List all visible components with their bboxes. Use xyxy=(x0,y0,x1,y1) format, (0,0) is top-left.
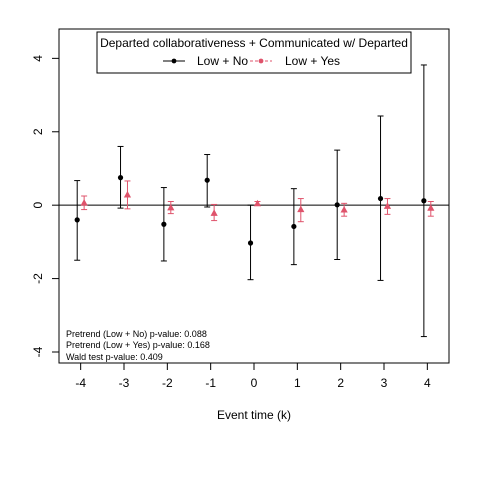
low-yes-point xyxy=(340,205,348,213)
x-tick-label: -3 xyxy=(119,376,130,390)
legend-marker-low-yes xyxy=(258,58,264,64)
low-yes-point xyxy=(80,198,88,206)
legend: Departed collaborativeness + Communicate… xyxy=(96,31,412,74)
legend-label-low-no: Low + No xyxy=(197,54,248,68)
x-tick-label: 1 xyxy=(294,376,301,390)
x-axis: -4 -3 -2 -1 0 1 2 3 4 xyxy=(75,362,431,390)
x-tick-label: -1 xyxy=(205,376,216,390)
low-yes-point xyxy=(383,202,392,209)
annotations: Pretrend (Low + No) p-value: 0.088 Pretr… xyxy=(66,329,210,362)
x-tick-label: -4 xyxy=(75,376,86,390)
low-no-point xyxy=(291,223,297,230)
low-yes-point xyxy=(167,203,175,211)
legend-marker-low-no xyxy=(171,58,177,64)
x-tick-label: 3 xyxy=(381,376,388,390)
legend-title: Departed collaborativeness + Communicate… xyxy=(100,36,408,50)
low-yes-point xyxy=(297,205,305,213)
low-no-point xyxy=(334,202,340,208)
y-tick-label: 0 xyxy=(31,202,45,209)
low-yes-point xyxy=(123,190,132,198)
plot-frame xyxy=(58,28,450,364)
low-no-point xyxy=(247,240,254,246)
y-tick-label: -2 xyxy=(31,273,45,284)
y-tick-label: 4 xyxy=(31,55,45,62)
legend-entries: Low + No Low + Yes xyxy=(163,54,340,68)
y-tick-label: -4 xyxy=(31,346,45,357)
pretrend-low-no-note: Pretrend (Low + No) p-value: 0.088 xyxy=(66,329,207,339)
low-yes-point xyxy=(427,204,435,211)
legend-box xyxy=(96,31,412,74)
wald-test-note: Wald test p-value: 0.409 xyxy=(66,352,163,362)
low-no-point xyxy=(421,198,427,204)
x-tick-label: 0 xyxy=(251,376,258,390)
x-tick-label: 2 xyxy=(337,376,344,390)
low-no-point xyxy=(204,177,210,183)
low-no-point xyxy=(74,217,80,223)
low-no-point xyxy=(161,221,167,227)
low-no-point xyxy=(377,195,384,202)
low-yes-point xyxy=(210,209,218,216)
chart-marks xyxy=(74,64,435,338)
y-axis: -4 -2 0 2 4 xyxy=(31,55,60,357)
low-no-point xyxy=(117,175,124,181)
x-tick-label: 4 xyxy=(424,376,431,390)
y-tick-label: 2 xyxy=(31,128,45,135)
low-yes-point xyxy=(253,199,262,207)
x-tick-label: -2 xyxy=(162,376,173,390)
legend-label-low-yes: Low + Yes xyxy=(285,54,340,68)
pretrend-low-yes-note: Pretrend (Low + Yes) p-value: 0.168 xyxy=(66,340,210,350)
x-axis-label: Event time (k) xyxy=(217,408,291,422)
